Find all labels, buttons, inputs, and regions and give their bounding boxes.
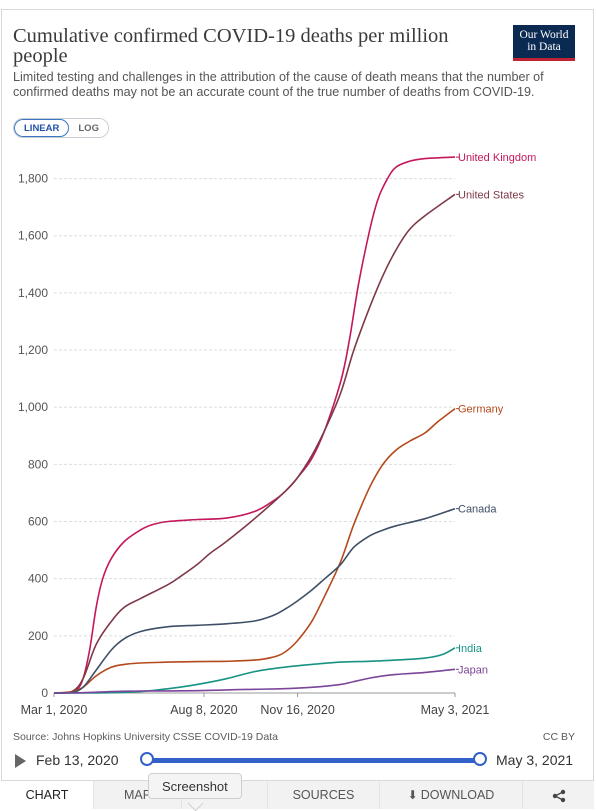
logo-line-1: Our World <box>519 29 569 41</box>
linear-scale-button[interactable]: LINEAR <box>14 119 70 137</box>
series-label-germany: Germany <box>458 404 504 416</box>
series-label-canada: Canada <box>458 504 497 516</box>
bottom-tab-bar: CHART MAP SOURCES ⬇ DOWNLOAD <box>1 780 594 809</box>
timeline-start-handle[interactable] <box>140 752 154 766</box>
download-icon: ⬇ <box>407 788 418 802</box>
y-tick-label: 400 <box>28 572 48 586</box>
series-line-united-states <box>53 193 456 694</box>
y-tick-label: 200 <box>28 629 48 643</box>
line-chart: 0 200 400 600 800 1,000 1,200 1,400 1,600 1,800 Ma… <box>18 152 536 717</box>
tab-download[interactable]: ⬇ DOWNLOAD <box>379 781 522 809</box>
series-label-united-kingdom: United Kingdom <box>458 152 536 164</box>
chart-card <box>1 9 594 808</box>
y-tick-label: 1,800 <box>18 172 48 186</box>
y-tick-label: 1,600 <box>18 229 48 243</box>
y-tick-label: 0 <box>41 686 48 700</box>
series-line-germany <box>53 407 456 694</box>
y-tick-label: 600 <box>28 515 48 529</box>
x-tick-label: Mar 1, 2020 <box>21 703 88 717</box>
series-label-united-states: United States <box>458 189 525 201</box>
tab-chart[interactable]: CHART <box>1 781 93 809</box>
timeline-start-date: Feb 13, 2020 <box>36 752 119 768</box>
series-label-japan: Japan <box>458 664 488 676</box>
timeline-slider-track[interactable] <box>147 758 480 763</box>
timeline-end-date: May 3, 2021 <box>496 752 574 768</box>
owid-logo[interactable]: Our World in Data <box>513 25 575 61</box>
share-icon <box>552 789 565 802</box>
y-tick-label: 1,000 <box>18 400 48 414</box>
series-line-canada <box>53 507 456 694</box>
source-note[interactable]: Source: Johns Hopkins University CSSE CO… <box>13 731 278 743</box>
chart-subtitle: Limited testing and challenges in the at… <box>13 70 544 99</box>
chart-title: Cumulative confirmed COVID-19 deaths per… <box>13 25 449 67</box>
play-icon[interactable] <box>15 754 26 768</box>
y-tick-label: 1,200 <box>18 343 48 357</box>
tab-share[interactable] <box>522 781 594 809</box>
x-tick-label: Nov 16, 2020 <box>260 703 334 717</box>
tab-sources[interactable]: SOURCES <box>267 781 379 809</box>
x-tick-label: May 3, 2021 <box>421 703 490 717</box>
timeline-end-handle[interactable] <box>473 752 487 766</box>
series-label-india: India <box>458 643 483 655</box>
license-link[interactable]: CC BY <box>542 731 575 743</box>
y-tick-label: 800 <box>28 457 48 471</box>
x-tick-label: Aug 8, 2020 <box>170 703 237 717</box>
logo-line-2: in Data <box>527 41 561 53</box>
series-line-japan <box>53 668 456 694</box>
y-tick-label: 1,400 <box>18 286 48 300</box>
scale-toggle: LINEAR LOG <box>13 118 109 138</box>
series-line-india <box>53 647 456 694</box>
log-scale-button[interactable]: LOG <box>69 119 108 137</box>
series-line-united-kingdom <box>53 156 456 694</box>
screenshot-tooltip: Screenshot <box>148 773 242 799</box>
